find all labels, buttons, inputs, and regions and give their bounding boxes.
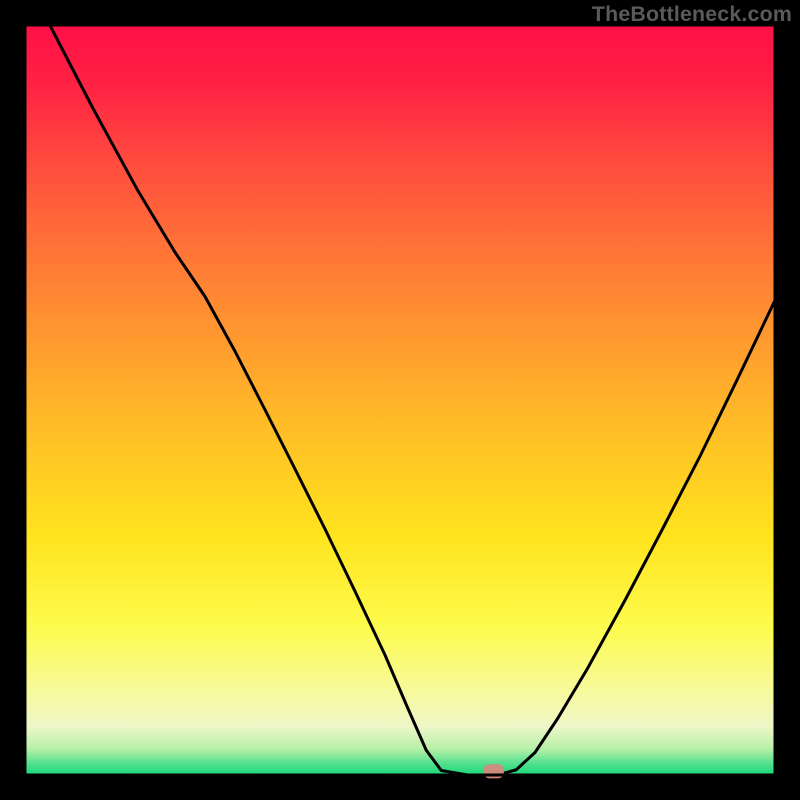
watermark-text: TheBottleneck.com <box>592 2 792 27</box>
bottleneck-chart <box>0 0 800 800</box>
plot-background <box>25 25 775 775</box>
chart-frame: TheBottleneck.com <box>0 0 800 800</box>
